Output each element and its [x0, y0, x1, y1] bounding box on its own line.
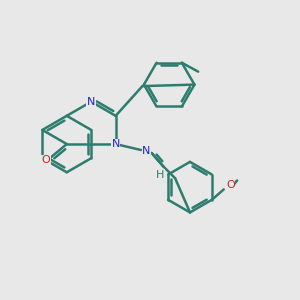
Text: O: O — [42, 155, 50, 165]
Text: O: O — [226, 180, 235, 190]
Text: H: H — [156, 170, 164, 180]
Text: N: N — [142, 146, 151, 157]
Text: N: N — [112, 139, 120, 149]
Text: N: N — [87, 97, 95, 107]
